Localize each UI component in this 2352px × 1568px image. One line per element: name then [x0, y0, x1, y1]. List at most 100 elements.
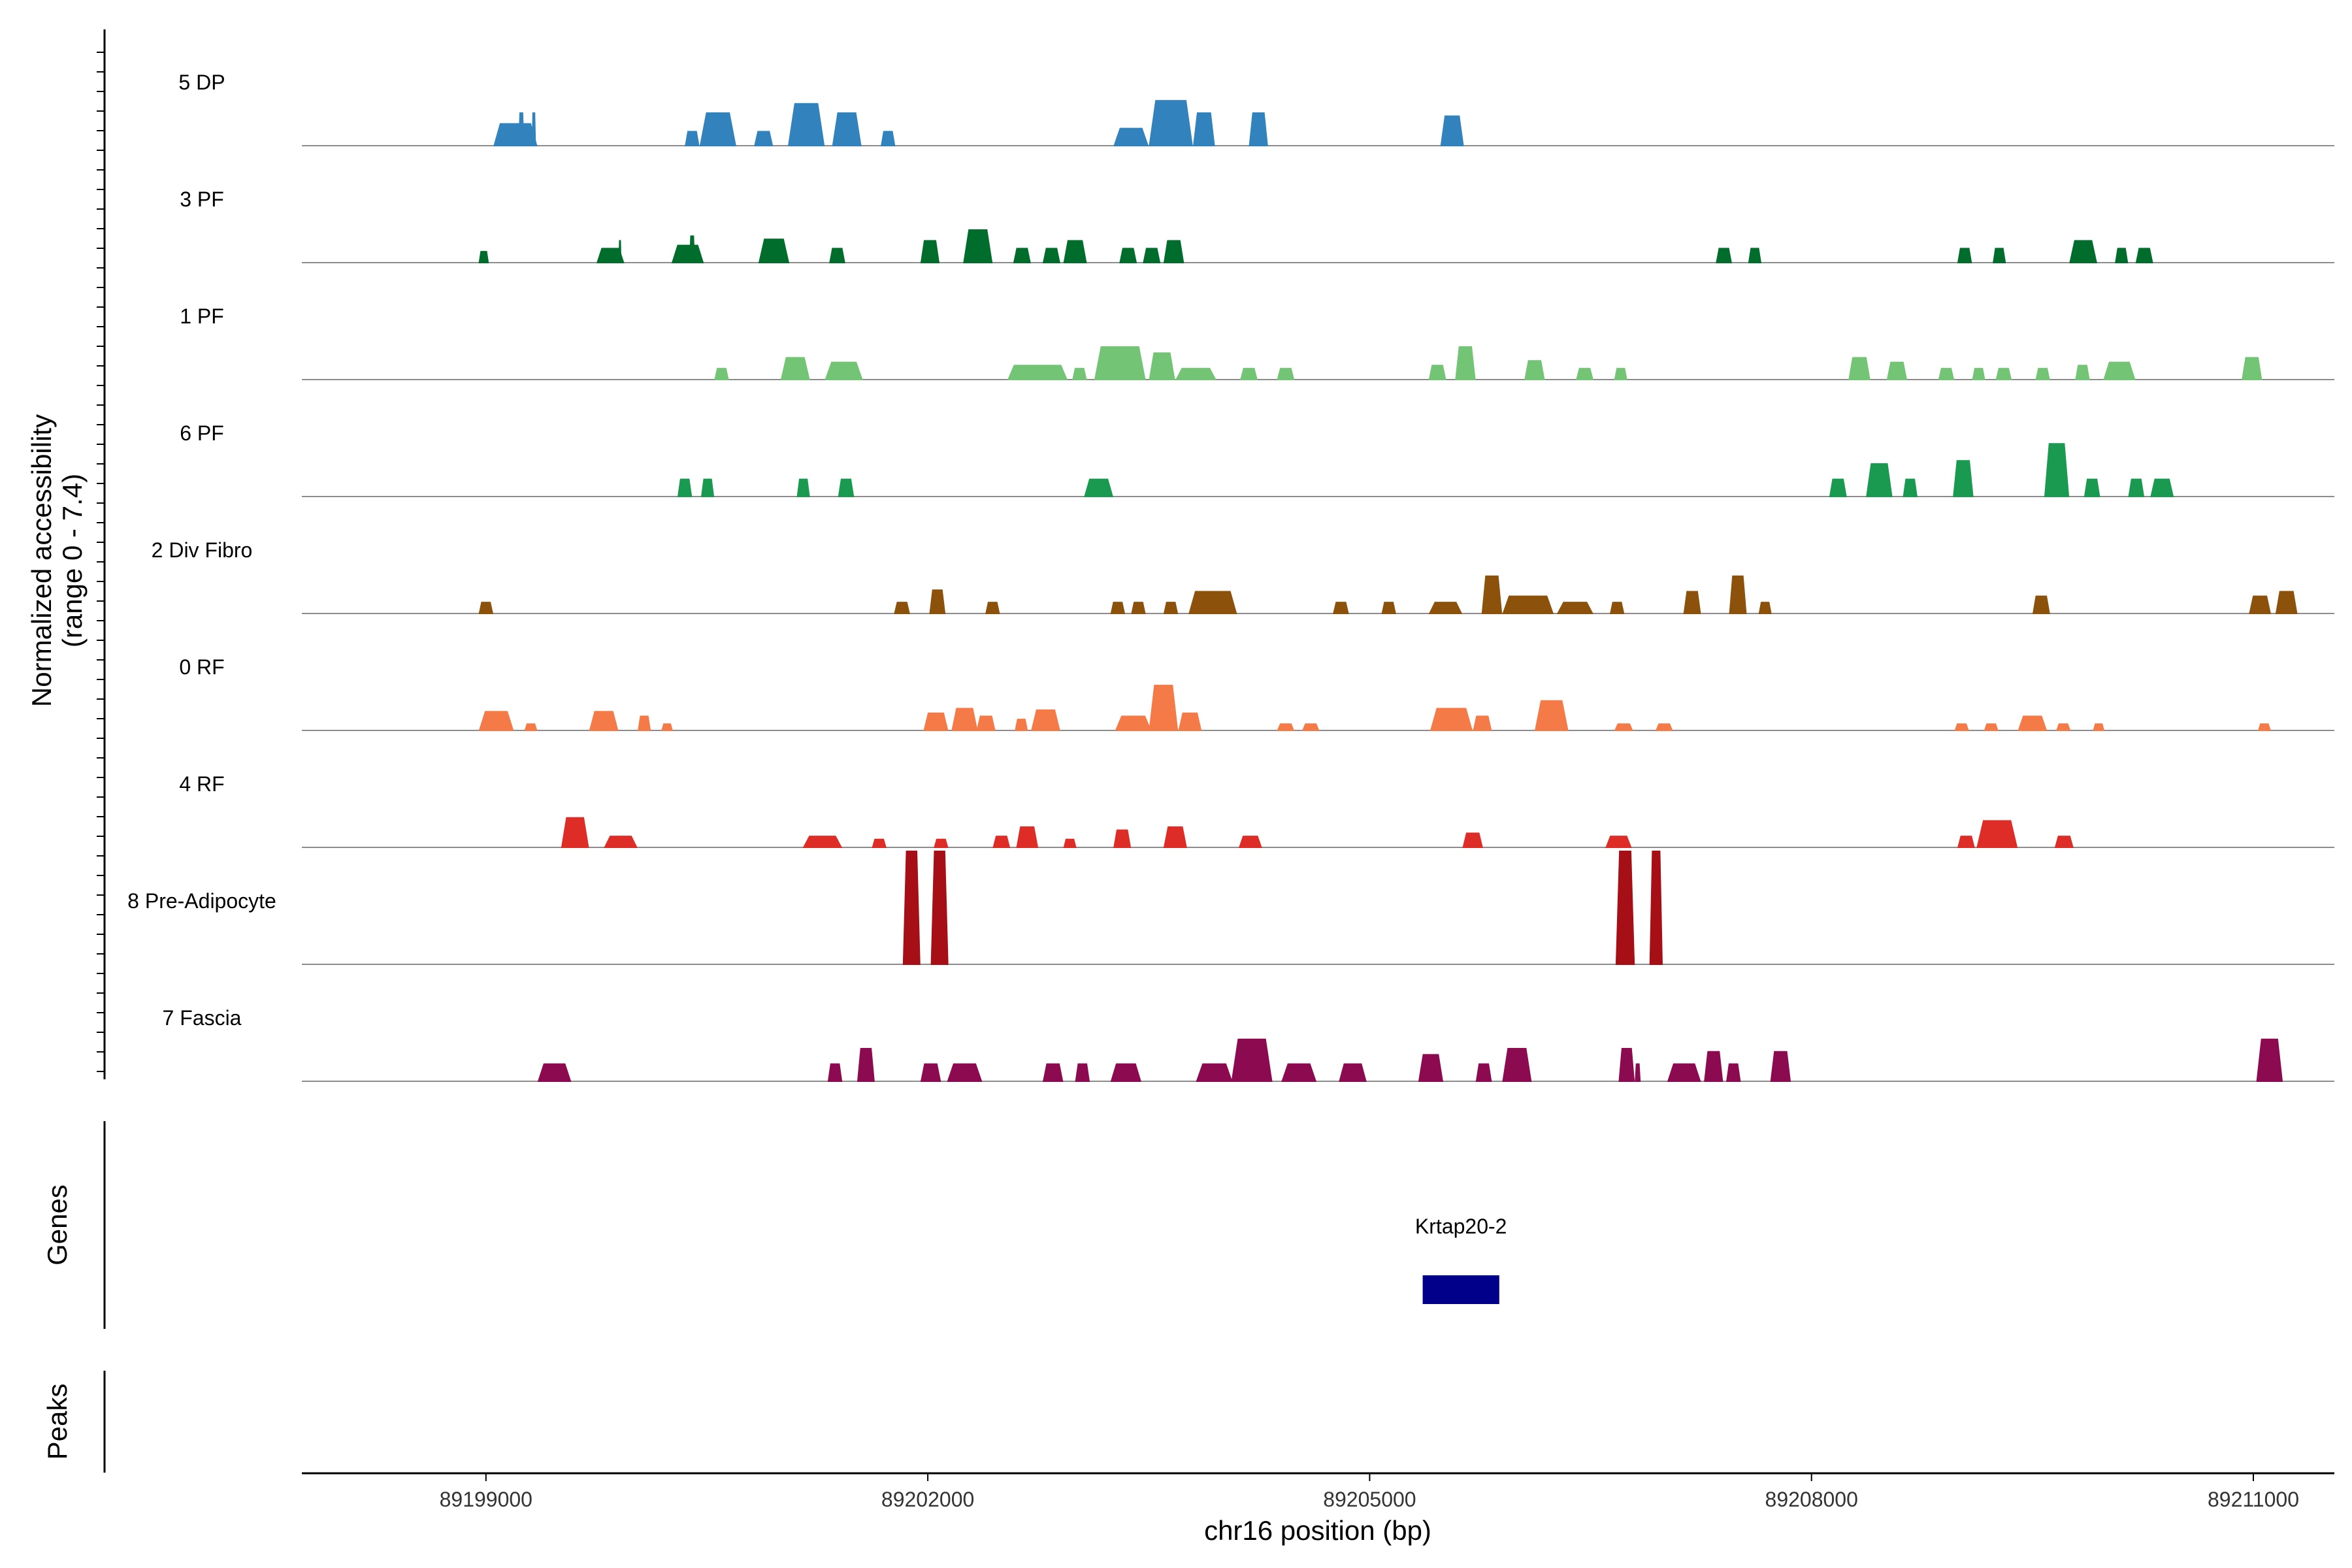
peaks-track-label: Peaks: [42, 1384, 73, 1460]
y-axis-title: Normalized accessibility: [26, 414, 57, 707]
accessibility-peak: [1277, 723, 1295, 731]
coverage-y-ticks: [97, 52, 105, 1072]
accessibility-peak: [1075, 1063, 1090, 1082]
accessibility-peak: [1249, 112, 1268, 146]
accessibility-peak: [1113, 829, 1132, 848]
accessibility-peak: [2075, 365, 2090, 380]
accessibility-peak: [2242, 357, 2262, 380]
accessibility-peak: [894, 602, 910, 614]
accessibility-peak: [1903, 478, 1918, 497]
accessibility-peak: [1084, 478, 1114, 497]
accessibility-peak: [1163, 602, 1179, 614]
track-label: 4 RF: [179, 772, 224, 796]
accessibility-peak: [714, 368, 729, 380]
accessibility-peak: [963, 229, 993, 263]
x-tick-label: 89199000: [440, 1488, 532, 1511]
accessibility-peak: [1729, 575, 1747, 614]
accessibility-peak: [1196, 1063, 1233, 1082]
accessibility-peak: [561, 817, 589, 848]
accessibility-peak: [1277, 368, 1295, 380]
accessibility-peak: [923, 712, 949, 731]
accessibility-peak: [531, 112, 536, 146]
accessibility-peak: [930, 851, 949, 965]
accessibility-peak: [1110, 1063, 1141, 1082]
accessibility-peak: [920, 240, 940, 263]
accessibility-peak: [1614, 368, 1627, 380]
accessibility-peak: [1131, 602, 1146, 614]
accessibility-peak: [1030, 709, 1060, 731]
accessibility-peak: [1462, 832, 1483, 848]
accessibility-peak: [1238, 836, 1262, 848]
accessibility-peak: [1192, 112, 1215, 146]
accessibility-peak: [2035, 368, 2050, 380]
accessibility-peak: [1534, 700, 1569, 731]
accessibility-peak: [857, 1048, 875, 1082]
accessibility-peak: [604, 836, 638, 848]
accessibility-peak: [1042, 248, 1060, 263]
accessibility-peak: [478, 251, 489, 263]
accessibility-peak: [1339, 1063, 1367, 1082]
accessibility-peak: [1188, 591, 1237, 614]
accessibility-peak: [1726, 1063, 1741, 1082]
accessibility-peak: [1042, 1063, 1064, 1082]
accessibility-peak: [2069, 240, 2097, 263]
accessibility-peak: [920, 1063, 941, 1082]
accessibility-peak: [1524, 360, 1545, 380]
accessibility-peak: [1149, 352, 1175, 380]
accessibility-peak: [1770, 1051, 1791, 1082]
accessibility-peak: [1886, 361, 1908, 380]
accessibility-peak: [1094, 346, 1146, 380]
x-tick-label: 89208000: [1765, 1488, 1858, 1511]
accessibility-peak: [2054, 836, 2074, 848]
accessibility-peak: [1428, 602, 1463, 614]
accessibility-peak: [1954, 723, 1969, 731]
accessibility-peak: [1163, 826, 1187, 848]
accessibility-peak: [2044, 443, 2070, 497]
accessibility-peak: [1957, 836, 1975, 848]
accessibility-peak: [1113, 127, 1149, 146]
accessibility-peak: [589, 711, 619, 731]
x-axis-title: chr16 position (bp): [1204, 1515, 1431, 1546]
track-label: 8 Pre-Adipocyte: [127, 889, 276, 913]
accessibility-peak: [832, 112, 862, 146]
accessibility-peak: [2032, 595, 2050, 614]
gene-body: [1422, 1275, 1499, 1304]
accessibility-peak: [872, 838, 887, 848]
track-label: 0 RF: [179, 655, 224, 679]
accessibility-peak: [2055, 723, 2071, 731]
track-label: 5 DP: [178, 71, 225, 94]
accessibility-peak: [1848, 357, 1870, 380]
accessibility-peak: [2103, 361, 2136, 380]
accessibility-peak: [1281, 1063, 1317, 1082]
accessibility-peak: [1635, 1063, 1641, 1082]
accessibility-peak: [1063, 838, 1077, 848]
accessibility-peak: [780, 357, 810, 380]
accessibility-peak: [1301, 723, 1320, 731]
accessibility-peak: [1614, 723, 1633, 731]
accessibility-peak: [2150, 478, 2174, 497]
accessibility-peak: [524, 723, 538, 731]
accessibility-peak: [1119, 248, 1137, 263]
accessibility-peak: [1381, 602, 1396, 614]
accessibility-peak: [1175, 368, 1217, 380]
x-tick-label: 89205000: [1323, 1488, 1416, 1511]
accessibility-peak: [1984, 723, 1999, 731]
accessibility-peak: [1007, 365, 1068, 380]
accessibility-peak: [1649, 851, 1663, 965]
accessibility-peak: [2257, 723, 2272, 731]
accessibility-peak: [1502, 595, 1554, 614]
accessibility-peak: [829, 248, 845, 263]
accessibility-peak: [2275, 591, 2298, 614]
accessibility-peak: [1440, 115, 1464, 146]
accessibility-peak: [754, 131, 774, 146]
accessibility-peak: [1655, 723, 1673, 731]
x-tick-label: 89211000: [2208, 1488, 2299, 1511]
y-axis-subtitle: (range 0 - 7.4): [57, 474, 88, 647]
track-3-pf: 3 PF: [180, 188, 2334, 263]
accessibility-peak: [1428, 365, 1446, 380]
accessibility-peak: [1576, 368, 1594, 380]
track-8-pre-adipocyte: 8 Pre-Adipocyte: [127, 851, 2334, 965]
accessibility-peak: [1995, 368, 2012, 380]
gene-track: Krtap20-2: [1415, 1215, 1507, 1304]
